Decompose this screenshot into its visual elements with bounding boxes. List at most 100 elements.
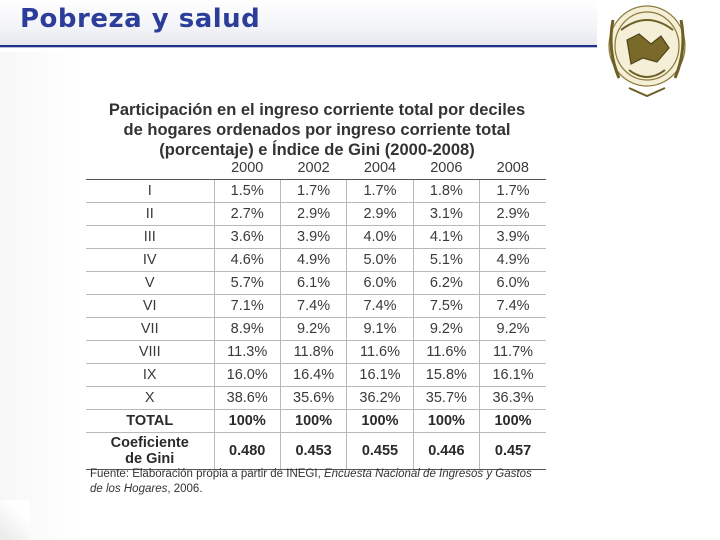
- row-label: I: [86, 179, 214, 203]
- table-cell: 0.446: [412, 432, 480, 470]
- decile-row: VII 8.9% 9.2% 9.1% 9.2% 9.2%: [86, 317, 546, 341]
- table-cell: 16.1%: [346, 363, 414, 387]
- table-cell: 15.8%: [412, 363, 480, 387]
- row-label: IX: [86, 363, 214, 387]
- table-cell: 11.7%: [479, 340, 546, 364]
- decile-row: IX 16.0% 16.4% 16.1% 15.8% 16.1%: [86, 363, 546, 387]
- table-cell: 1.5%: [213, 179, 281, 203]
- table-cell: 0.455: [346, 432, 414, 470]
- university-seal-icon: [608, 5, 686, 98]
- table-cell: 4.9%: [279, 248, 347, 272]
- table-cell: 11.8%: [279, 340, 347, 364]
- row-label: X: [86, 386, 214, 410]
- table-cell: 100%: [412, 409, 480, 433]
- table-cell: 35.7%: [412, 386, 480, 410]
- corner-decoration: [0, 500, 30, 540]
- table-cell: 4.1%: [412, 225, 480, 249]
- table-cell: 7.1%: [213, 294, 281, 318]
- table-cell: 38.6%: [213, 386, 281, 410]
- table-cell: 6.1%: [279, 271, 347, 295]
- gini-label-line: de Gini: [125, 451, 175, 467]
- decile-row: V 5.7% 6.1% 6.0% 6.2% 6.0%: [86, 271, 546, 295]
- table-cell: 6.2%: [412, 271, 480, 295]
- table-title-line: Participación en el ingreso corriente to…: [108, 101, 526, 119]
- table-cell: 1.8%: [412, 179, 480, 203]
- table-cell: 16.4%: [279, 363, 347, 387]
- table-cell: 5.0%: [346, 248, 414, 272]
- year-header: 2006: [413, 157, 480, 180]
- row-label: TOTAL: [86, 409, 214, 433]
- table-cell: 9.2%: [412, 317, 480, 341]
- table-cell: 5.7%: [213, 271, 281, 295]
- table-cell: 4.0%: [346, 225, 414, 249]
- table-cell: 16.1%: [479, 363, 546, 387]
- table-cell: 8.9%: [213, 317, 281, 341]
- table-cell: 36.2%: [346, 386, 414, 410]
- table-cell: 11.6%: [346, 340, 414, 364]
- table-cell: 100%: [479, 409, 546, 433]
- decile-row: VI 7.1% 7.4% 7.4% 7.5% 7.4%: [86, 294, 546, 318]
- decile-row: I 1.5% 1.7% 1.7% 1.8% 1.7%: [86, 179, 546, 203]
- header-bar: [0, 0, 597, 48]
- table-cell: 9.1%: [346, 317, 414, 341]
- year-header: 2004: [346, 157, 414, 180]
- table-cell: 0.480: [213, 432, 281, 470]
- income-distribution-table: 2000 2002 2004 2006 2008 I 1.5% 1.7% 1.7% 1.…: [86, 157, 546, 470]
- row-label: Coeficiente de Gini: [86, 432, 214, 470]
- table-cell: 11.6%: [412, 340, 480, 364]
- table-cell: 6.0%: [346, 271, 414, 295]
- row-label: VII: [86, 317, 214, 341]
- row-label: IV: [86, 248, 214, 272]
- row-label: VI: [86, 294, 214, 318]
- decile-row: IV 4.6% 4.9% 5.0% 5.1% 4.9%: [86, 248, 546, 272]
- table-title-line: (porcentaje) e Índice de Gini (2000-2008…: [159, 141, 475, 159]
- table-cell: 1.7%: [279, 179, 347, 203]
- table-title-line: de hogares ordenados por ingreso corrien…: [123, 121, 511, 139]
- table-cell: 3.6%: [213, 225, 281, 249]
- decile-row: VIII 11.3% 11.8% 11.6% 11.6% 11.7%: [86, 340, 546, 364]
- table-cell: 1.7%: [479, 179, 546, 203]
- table-cell: 35.6%: [279, 386, 347, 410]
- row-label: II: [86, 202, 214, 226]
- table-cell: 2.9%: [346, 202, 414, 226]
- decile-row: X 38.6% 35.6% 36.2% 35.7% 36.3%: [86, 386, 546, 410]
- header-divider: [0, 47, 597, 48]
- table-cell: 3.1%: [412, 202, 480, 226]
- row-label: VIII: [86, 340, 214, 364]
- table-cell: 7.5%: [412, 294, 480, 318]
- source-suffix: , 2006.: [167, 483, 203, 495]
- table-cell: 9.2%: [479, 317, 546, 341]
- year-header: 2000: [214, 157, 281, 180]
- table-cell: 3.9%: [279, 225, 347, 249]
- table-cell: 0.457: [479, 432, 546, 470]
- table-cell: 7.4%: [346, 294, 414, 318]
- year-header: 2002: [280, 157, 347, 180]
- table-cell: 3.9%: [479, 225, 546, 249]
- decile-row: III 3.6% 3.9% 4.0% 4.1% 3.9%: [86, 225, 546, 249]
- table-cell: 1.7%: [346, 179, 414, 203]
- total-row: TOTAL 100% 100% 100% 100% 100%: [86, 409, 546, 433]
- table-cell: 2.7%: [213, 202, 281, 226]
- gini-row: Coeficiente de Gini 0.480 0.453 0.455 0.446 0.…: [86, 432, 546, 470]
- table-cell: 2.9%: [279, 202, 347, 226]
- source-survey-name: Encuesta Nacional de Ingresos y Gastos d…: [90, 468, 532, 495]
- source-note: Fuente: Elaboración propia a partir de I…: [90, 467, 540, 497]
- table-cell: 4.6%: [213, 248, 281, 272]
- gini-label-line: Coeficiente: [110, 435, 189, 451]
- table-cell: 16.0%: [213, 363, 281, 387]
- table-cell: 11.3%: [213, 340, 281, 364]
- table-cell: 6.0%: [479, 271, 546, 295]
- table-cell: 0.453: [279, 432, 347, 470]
- table-cell: 4.9%: [479, 248, 546, 272]
- table-header-row: 2000 2002 2004 2006 2008: [86, 157, 546, 180]
- left-shade: [0, 52, 80, 540]
- row-label: III: [86, 225, 214, 249]
- table-cell: 100%: [346, 409, 414, 433]
- year-header: 2008: [479, 157, 546, 180]
- table-cell: 5.1%: [412, 248, 480, 272]
- table-cell: 36.3%: [479, 386, 546, 410]
- table-cell: 7.4%: [279, 294, 347, 318]
- page-title: Pobreza y salud: [20, 4, 261, 34]
- table-cell: 2.9%: [479, 202, 546, 226]
- row-label: V: [86, 271, 214, 295]
